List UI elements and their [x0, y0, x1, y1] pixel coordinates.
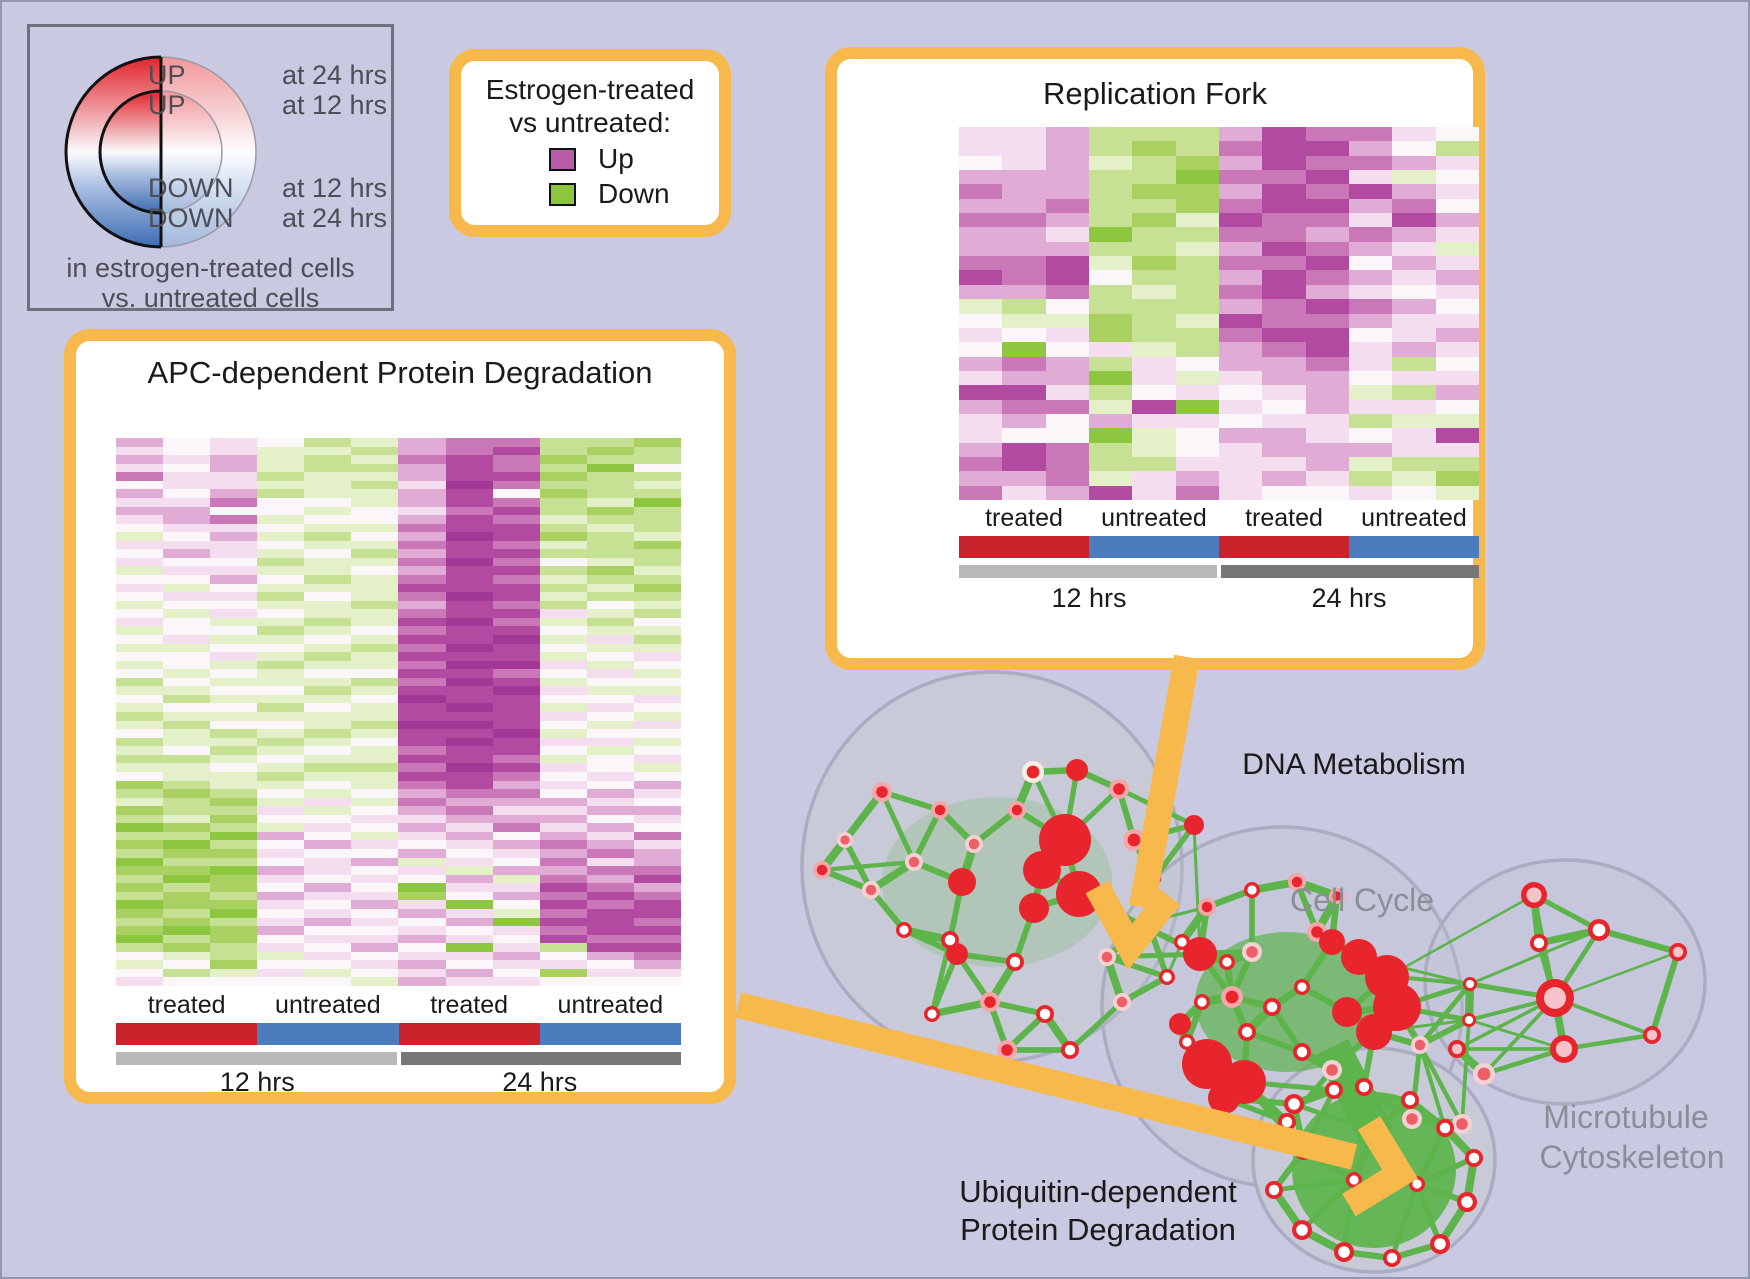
legend-up-24-time: at 24 hrs — [282, 60, 388, 90]
network-node — [1019, 893, 1049, 923]
condition-label: untreated — [1101, 504, 1207, 532]
network-node — [1208, 1082, 1240, 1114]
color-key-title-line2: vs untreated: — [509, 107, 671, 138]
network-label: DNA Metabolism — [1242, 748, 1465, 781]
time-bar — [400, 1052, 681, 1065]
legend-down-12-time: at 12 hrs — [282, 173, 388, 203]
time-bar — [959, 565, 1217, 578]
legend-down-24-dir: DOWN — [148, 203, 234, 233]
network-node — [1183, 937, 1217, 971]
legend-caption-line2: vs. untreated cells — [101, 283, 320, 313]
network-node — [1184, 815, 1204, 835]
condition-label: treated — [430, 991, 509, 1019]
condition-bar — [959, 536, 1089, 558]
color-key-up-row: Up — [549, 143, 719, 174]
network-node — [1169, 1013, 1191, 1035]
legend-up-24-dir: UP — [148, 60, 186, 90]
condition-bar — [257, 1023, 399, 1045]
network-node — [1023, 851, 1061, 889]
color-key-title-line1: Estrogen-treated — [485, 74, 695, 105]
network-label: Cell Cycle — [1290, 882, 1434, 918]
condition-bar — [398, 1023, 540, 1045]
time-label: 24 hrs — [1311, 583, 1387, 613]
condition-label: treated — [147, 991, 226, 1019]
condition-label: untreated — [557, 991, 664, 1019]
time-label: 24 hrs — [502, 1067, 578, 1097]
down-label: Down — [598, 178, 670, 209]
network-node — [1066, 759, 1088, 781]
condition-label: untreated — [275, 991, 381, 1019]
apc-degradation-panel: APC-dependent Protein Degradation treate… — [64, 329, 736, 1104]
condition-bar — [539, 1023, 681, 1045]
time-label: 12 hrs — [219, 1067, 295, 1097]
ring-legend-box: UP at 24 hrs UP at 12 hrs DOWN at 12 hrs… — [27, 24, 394, 313]
time-label: 12 hrs — [1051, 583, 1127, 613]
network-node — [948, 868, 976, 896]
color-key-down-row: Down — [549, 178, 719, 209]
replication-fork-panel: Replication Fork treated untreated treated… — [825, 47, 1485, 670]
replication-fork-time-labels: 12 hrs 24 hrs — [959, 583, 1479, 613]
network-node — [1056, 871, 1102, 917]
down-color-swatch — [549, 182, 576, 206]
network-label: Cytoskeleton — [1540, 1139, 1725, 1175]
apc-time-labels: 12 hrs 24 hrs — [116, 1067, 681, 1097]
network-label: Protein Degradation — [960, 1212, 1236, 1247]
condition-bar — [116, 1023, 258, 1045]
condition-label: treated — [985, 504, 1063, 532]
concentric-ring-legend-icon — [64, 55, 257, 249]
replication-fork-condition-bars — [959, 536, 1479, 558]
color-key-box: Estrogen-treated vs untreated: Up Down — [449, 49, 731, 237]
legend-up-12-time: at 12 hrs — [282, 90, 388, 120]
network-node — [1319, 929, 1345, 955]
replication-fork-group-labels: treated untreated treated untreated — [959, 504, 1479, 532]
apc-group-labels: treated untreated treated untreated — [116, 991, 681, 1019]
time-bar — [1221, 565, 1479, 578]
apc-degradation-title: APC-dependent Protein Degradation — [147, 355, 653, 390]
condition-label: treated — [1245, 504, 1323, 532]
network-node — [1039, 814, 1091, 866]
legend-up-12-dir: UP — [148, 90, 186, 120]
condition-bar — [1219, 536, 1349, 558]
replication-fork-time-bars — [959, 565, 1479, 578]
time-bar — [116, 1052, 397, 1065]
apc-time-bars — [116, 1052, 681, 1065]
network-node — [1356, 1014, 1392, 1050]
apc-condition-bars — [116, 1023, 681, 1045]
network-node — [1332, 997, 1362, 1027]
condition-label: untreated — [1361, 504, 1467, 532]
apc-heatmap — [116, 438, 681, 986]
legend-down-12-dir: DOWN — [148, 173, 234, 203]
network-label: Ubiquitin-dependent — [959, 1174, 1237, 1209]
legend-caption-line1: in estrogen-treated cells — [66, 253, 355, 283]
network-label: Microtubule — [1543, 1099, 1708, 1135]
legend-down-24-time: at 24 hrs — [282, 203, 388, 233]
condition-bar — [1349, 536, 1479, 558]
condition-bar — [1089, 536, 1219, 558]
up-color-swatch — [549, 147, 576, 171]
replication-fork-heatmap — [959, 127, 1479, 500]
replication-fork-title: Replication Fork — [1043, 76, 1267, 111]
up-label: Up — [598, 143, 634, 174]
